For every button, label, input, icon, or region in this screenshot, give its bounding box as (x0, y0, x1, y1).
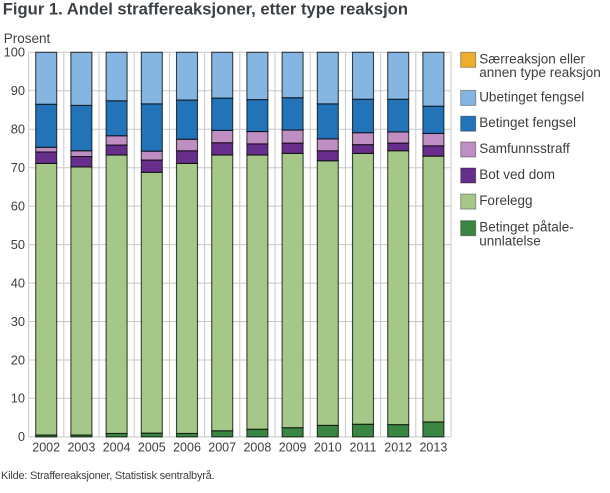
svg-text:20: 20 (11, 352, 25, 367)
svg-text:Betinget fengsel: Betinget fengsel (479, 115, 576, 130)
svg-text:2010: 2010 (314, 440, 342, 454)
svg-text:2011: 2011 (350, 440, 377, 454)
svg-text:90: 90 (11, 83, 25, 98)
svg-text:Samfunnsstraff: Samfunnsstraff (479, 141, 570, 156)
svg-text:2007: 2007 (208, 440, 236, 454)
svg-text:2012: 2012 (384, 440, 412, 454)
svg-text:30: 30 (11, 314, 25, 329)
svg-text:Betinget påtale-: Betinget påtale- (479, 220, 574, 235)
svg-text:2003: 2003 (67, 440, 95, 454)
svg-text:2008: 2008 (243, 440, 271, 454)
svg-text:unnlatelse: unnlatelse (479, 233, 541, 248)
svg-text:Særreaksjon eller: Særreaksjon eller (479, 51, 585, 66)
svg-text:Kilde: Straffereaksjoner, Stat: Kilde: Straffereaksjoner, Statistisk sen… (1, 470, 215, 482)
svg-text:2009: 2009 (279, 440, 307, 454)
svg-text:10: 10 (11, 391, 25, 406)
svg-text:Figur 1. Andel straffereaksjon: Figur 1. Andel straffereaksjoner, etter … (3, 0, 408, 19)
svg-text:Ubetinget fengsel: Ubetinget fengsel (479, 89, 584, 104)
svg-text:Prosent: Prosent (4, 31, 51, 46)
svg-text:50: 50 (11, 237, 25, 252)
svg-text:80: 80 (11, 122, 25, 137)
svg-text:100: 100 (4, 45, 25, 60)
svg-text:Bot ved dom: Bot ved dom (479, 167, 555, 182)
svg-text:60: 60 (11, 198, 25, 213)
svg-text:Forelegg: Forelegg (479, 193, 532, 208)
svg-text:0: 0 (18, 429, 25, 444)
svg-text:2004: 2004 (103, 440, 131, 454)
svg-text:70: 70 (11, 160, 25, 175)
svg-text:2002: 2002 (32, 440, 60, 454)
svg-text:40: 40 (11, 275, 25, 290)
svg-text:annen type reaksjon: annen type reaksjon (479, 65, 601, 80)
svg-text:2013: 2013 (419, 440, 447, 454)
svg-text:2006: 2006 (173, 440, 201, 454)
svg-text:2005: 2005 (138, 440, 166, 454)
